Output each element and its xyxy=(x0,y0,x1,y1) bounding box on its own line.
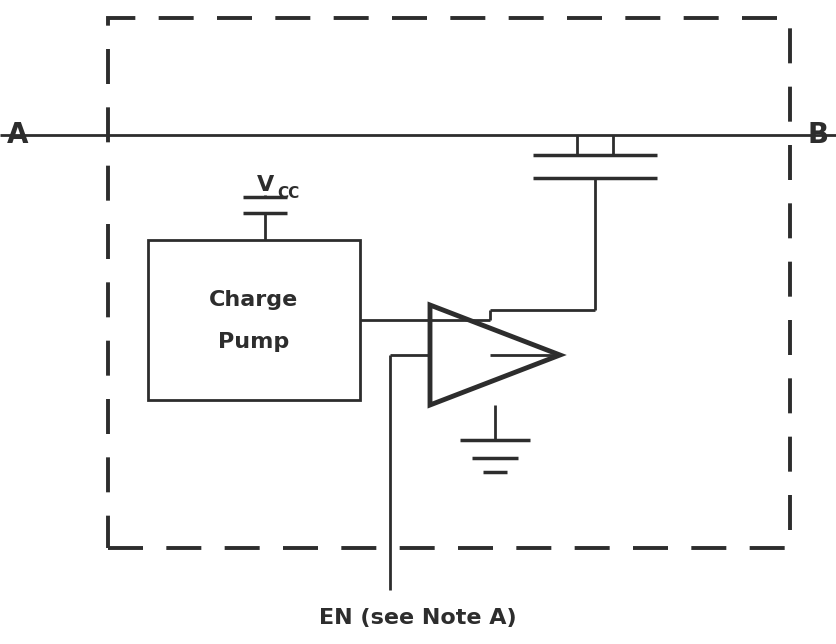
Bar xyxy=(148,240,360,400)
Text: Charge: Charge xyxy=(209,290,298,310)
Text: CC: CC xyxy=(277,185,299,200)
Text: V: V xyxy=(257,175,274,195)
Text: B: B xyxy=(808,121,828,149)
Text: A: A xyxy=(8,121,28,149)
Text: Pump: Pump xyxy=(218,332,289,352)
Text: EN (see Note A): EN (see Note A) xyxy=(319,608,517,628)
Bar xyxy=(108,18,790,548)
